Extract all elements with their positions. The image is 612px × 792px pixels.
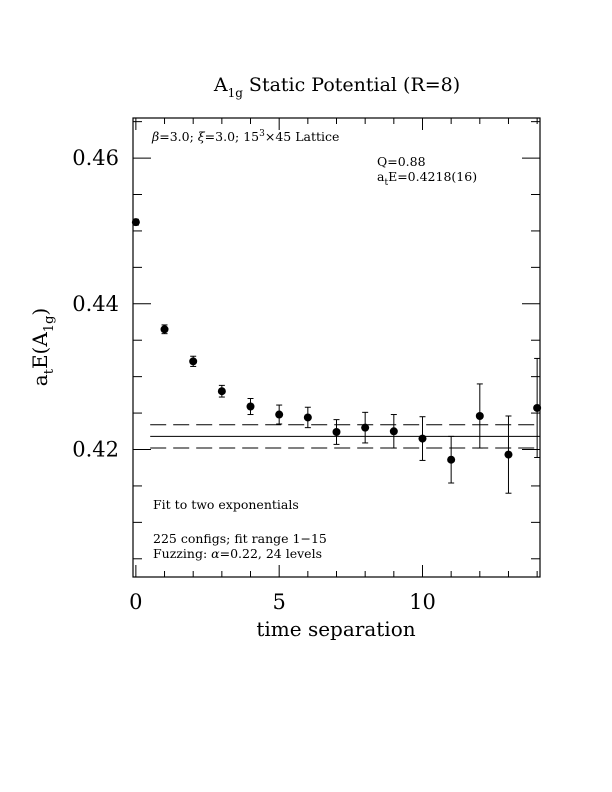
data-point [160,325,169,334]
data-point [533,403,542,412]
data-point [303,413,312,422]
data-point [447,455,456,464]
y-tick-label: 0.46 [72,146,119,170]
data-point [275,410,284,419]
y-tick-label: 0.42 [72,438,119,462]
x-tick-label: 10 [409,590,436,614]
y-axis-label: atE(A1g) [28,308,57,386]
data-points [131,218,542,494]
data-point [332,428,341,437]
lattice-annotation: β=3.0; ξ=3.0; 153×45 Lattice [151,129,339,144]
configs-annotation: 225 configs; fit range 1−15 [153,531,327,546]
data-point [389,427,398,436]
data-point [246,402,255,411]
x-axis-label: time separation [256,617,415,641]
data-point [217,387,226,396]
x-tick-label: 0 [129,590,142,614]
data-point [418,434,427,443]
fit-lines [150,424,540,449]
energy-annotation: atE=0.4218(16) [377,169,477,188]
data-point [504,450,513,459]
data-point [475,411,484,420]
chart-title: A1g Static Potential (R=8) [213,74,460,100]
data-point [131,218,140,227]
axis-ticks [133,118,540,577]
fit-description: Fit to two exponentials [153,497,299,512]
tick-labels: 0 5 10 0.42 0.44 0.46 [72,146,436,614]
data-point [361,423,370,432]
q-annotation: Q=0.88 [377,154,426,169]
fuzzing-annotation: Fuzzing: α=0.22, 24 levels [153,546,322,561]
data-point [189,357,198,366]
x-tick-label: 5 [272,590,285,614]
y-tick-label: 0.44 [72,292,119,316]
